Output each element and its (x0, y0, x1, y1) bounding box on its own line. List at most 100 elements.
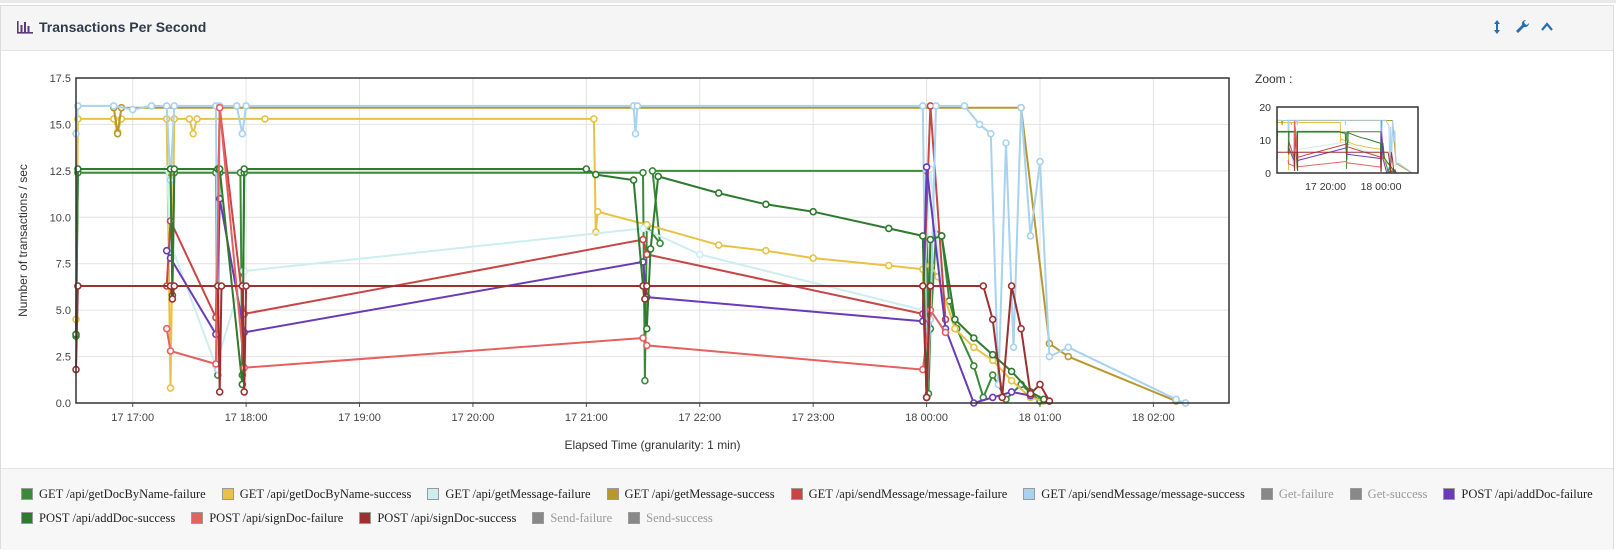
series-11 (72, 282, 1054, 405)
y-tick-label: 2.5 (56, 352, 71, 364)
data-point (646, 245, 655, 253)
data-point (986, 129, 995, 138)
zoom-x-tick: 17 20:00 (1305, 181, 1346, 193)
data-point (1026, 232, 1035, 240)
data-point (591, 170, 600, 179)
data-point (240, 165, 248, 173)
legend-item[interactable]: GET /api/getMessage-failure (427, 487, 591, 502)
legend-item[interactable]: Send-failure (532, 511, 612, 526)
series-line (165, 106, 947, 371)
zoom-series-line (1276, 151, 1397, 173)
resize-vertical-icon[interactable] (1488, 18, 1506, 36)
data-point (932, 102, 940, 110)
legend-label: POST /api/signDoc-failure (209, 510, 344, 525)
legend-item[interactable]: Get-failure (1260, 487, 1334, 502)
data-point (582, 165, 591, 173)
legend-item[interactable]: GET /api/getDocByName-success (221, 486, 412, 502)
legend-label: Get-success (1367, 486, 1428, 501)
data-point (232, 102, 241, 110)
zoom-y-tick: 0 (1265, 168, 1271, 180)
legend-item[interactable]: POST /api/signDoc-failure (191, 511, 343, 526)
legend-item[interactable]: GET /api/sendMessage/message-failure (790, 486, 1008, 502)
data-point (193, 115, 201, 123)
legend-item[interactable]: GET /api/getDocByName-failure (21, 487, 206, 502)
data-point (113, 129, 122, 138)
legend-item[interactable]: POST /api/signDoc-success (359, 511, 516, 526)
legend-label: POST /api/addDoc-success (39, 510, 176, 525)
data-point (1007, 367, 1016, 376)
x-tick-label: 17 23:00 (792, 412, 835, 424)
data-point (168, 295, 177, 303)
zoom-overview-chart[interactable]: Zoom : 20 10 0 17 20:00 18 00:00 (1241, 65, 1441, 205)
series-line (75, 104, 1186, 404)
data-point (162, 246, 171, 255)
data-point (162, 102, 171, 110)
data-point (1026, 389, 1035, 398)
x-tick-label: 17 20:00 (452, 412, 495, 424)
data-point (639, 224, 647, 233)
zoom-series-line (1276, 131, 1396, 174)
data-point (238, 129, 247, 138)
data-point (951, 324, 959, 333)
zoom-series-line (1276, 119, 1413, 174)
legend-row: GET /api/getDocByName-failure GET /api/ge… (21, 482, 1613, 506)
data-point (937, 232, 946, 240)
zoom-series-line (1276, 122, 1396, 174)
data-point (590, 115, 598, 123)
data-point (261, 115, 269, 123)
legend-swatch (606, 488, 619, 500)
series-9 (72, 165, 1048, 404)
data-point (642, 341, 651, 350)
data-point (1036, 157, 1044, 166)
data-point (969, 343, 978, 352)
data-point (215, 388, 224, 396)
data-point (884, 261, 893, 270)
chart-area: 0.0 2.5 5.0 7.5 10.0 12.5 15.0 17.5 17 17:00 17 1… (1, 51, 1613, 467)
data-point (170, 282, 179, 290)
data-point (217, 282, 226, 290)
chevron-up-icon[interactable] (1538, 18, 1556, 36)
x-tick-label: 18 02:00 (1132, 412, 1175, 424)
data-point (166, 347, 175, 355)
data-point (714, 241, 723, 249)
legend-item[interactable]: Send-success (628, 511, 713, 526)
data-point (988, 393, 997, 402)
y-tick-label: 15.0 (50, 119, 71, 131)
legend-label: Send-success (646, 510, 713, 525)
data-point (941, 328, 950, 337)
legend-label: GET /api/getDocByName-success (239, 486, 412, 501)
legend-item[interactable]: POST /api/addDoc-failure (1443, 487, 1593, 502)
legend-swatch (21, 488, 33, 500)
x-tick-label: 17 19:00 (338, 412, 381, 424)
legend-swatch (21, 512, 33, 524)
legend-item[interactable]: GET /api/sendMessage/message-success (1023, 487, 1245, 502)
legend-item[interactable]: GET /api/getMessage-success (606, 486, 775, 502)
bar-chart-icon (17, 21, 33, 34)
data-point (918, 232, 927, 240)
legend-label: GET /api/sendMessage/message-failure (808, 486, 1008, 501)
data-point (212, 360, 220, 368)
x-tick-label: 17 21:00 (565, 412, 608, 424)
legend-item[interactable]: Get-success (1349, 486, 1428, 502)
data-point (695, 250, 704, 259)
wrench-icon[interactable] (1513, 18, 1531, 36)
data-point (240, 388, 248, 396)
data-point (922, 163, 931, 171)
y-tick-label: 17.5 (50, 73, 71, 85)
data-point (642, 324, 651, 333)
data-point (170, 165, 179, 173)
data-point (714, 189, 723, 197)
legend-label: GET /api/getMessage-success (624, 486, 775, 501)
tps-line-chart[interactable]: 0.0 2.5 5.0 7.5 10.0 12.5 15.0 17.5 17 17:00 17 1… (1, 51, 1251, 467)
data-point (918, 102, 927, 110)
data-point (969, 334, 978, 342)
y-tick-label: 7.5 (56, 259, 71, 271)
legend-swatch (790, 488, 803, 500)
data-point (642, 250, 651, 259)
legend-item[interactable]: POST /api/addDoc-success (21, 511, 175, 526)
data-point (1172, 395, 1180, 404)
data-point (922, 393, 931, 402)
series-10 (162, 103, 950, 374)
data-point (1009, 343, 1018, 352)
series-line (75, 117, 1045, 403)
